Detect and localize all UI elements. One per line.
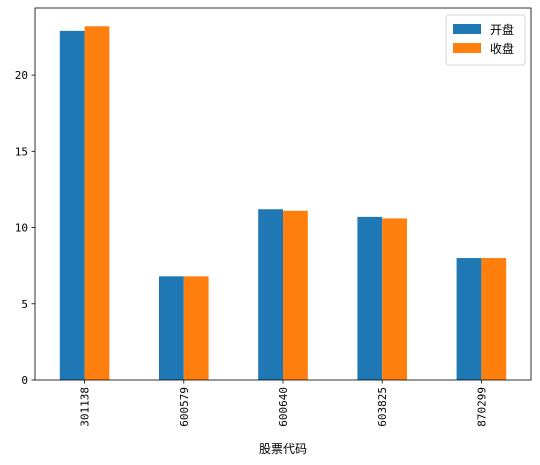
legend-swatch-收盘 [453,43,481,53]
bar-收盘-870299 [481,258,507,380]
y-tick-label: 10 [15,222,28,235]
y-axis: 0 5 10 15 20 [15,69,35,387]
bar-开盘-603825 [357,216,383,380]
bar-收盘-603825 [382,218,407,380]
x-tick-label: 600640 [277,387,290,427]
bar-开盘-600640 [258,209,283,380]
bar-收盘-301138 [84,26,110,381]
legend-swatch-开盘 [453,24,481,34]
x-tick-label: 603825 [376,387,389,427]
bar-开盘-870299 [456,258,482,380]
y-tick-label: 0 [21,374,28,387]
y-tick-label: 20 [15,69,28,82]
x-tick-label: 600579 [178,387,191,427]
x-tick-label: 301138 [79,387,92,427]
legend-label-收盘: 收盘 [490,41,514,56]
bar-收盘-600579 [183,276,209,380]
legend-label-开盘: 开盘 [490,22,514,37]
x-axis: 301138 600579 600640 603825 870299 [79,380,488,427]
y-tick-label: 15 [15,145,28,158]
bars-group [59,26,507,381]
x-tick-label: 870299 [475,387,488,427]
bar-开盘-301138 [59,30,85,380]
bar-开盘-600579 [159,276,184,380]
y-tick-label: 5 [21,298,28,311]
bar-收盘-600640 [283,210,308,380]
x-axis-title: 股票代码 [259,442,307,456]
